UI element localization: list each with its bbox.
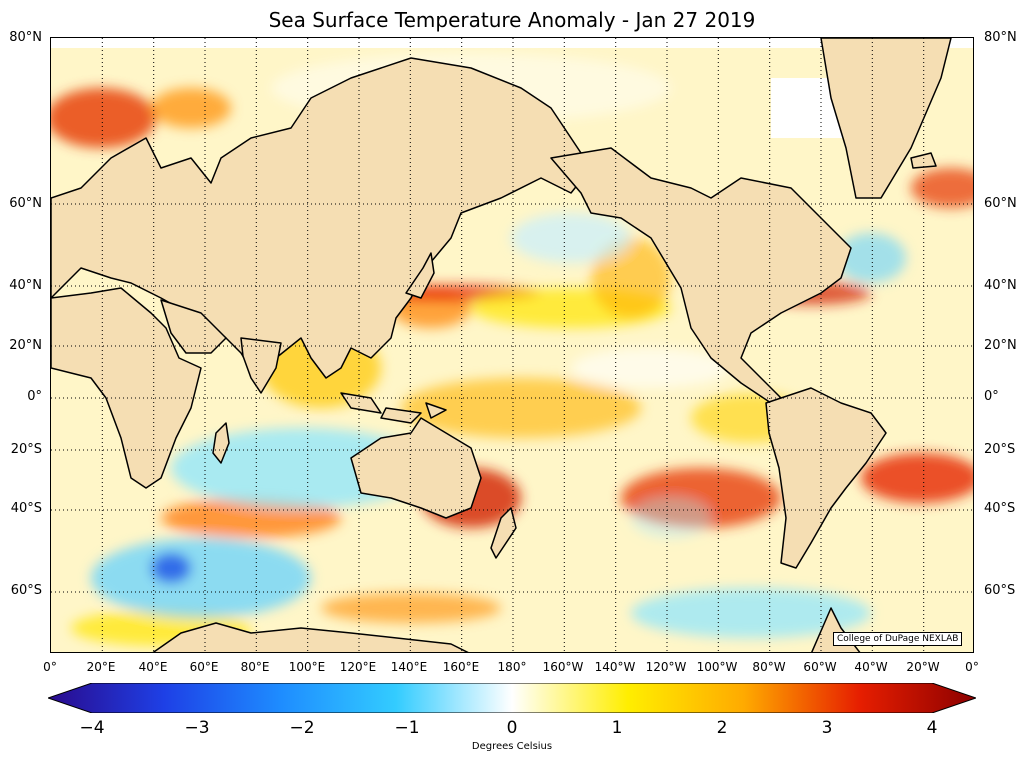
lat-label: 40°N (984, 278, 1017, 293)
lon-label: 180° (497, 660, 527, 674)
lon-label: 160°E (442, 660, 480, 674)
north-america-land (550, 147, 852, 404)
lat-label: 40°S (10, 501, 42, 516)
lon-label: 0° (43, 660, 57, 674)
colorbar-tick: 1 (611, 718, 623, 738)
lat-label: 60°N (984, 196, 1017, 211)
credit-label: College of DuPage NEXLAB (833, 632, 963, 646)
lat-label: 0° (984, 389, 999, 404)
lon-label: 100°E (288, 660, 326, 674)
madagascar-land (212, 422, 230, 464)
lon-label: 40°W (854, 660, 888, 674)
lon-label: 140°E (390, 660, 428, 674)
lon-label: 60°E (189, 660, 219, 674)
colorbar-tick: −1 (394, 718, 420, 738)
colorbar-tick: 4 (926, 718, 938, 738)
lat-label: 20°S (10, 442, 42, 457)
arctic-area (51, 38, 973, 48)
lon-label: 60°W (803, 660, 837, 674)
colorbar (48, 683, 976, 713)
colorbar-unit-label: Degrees Celsius (471, 741, 553, 752)
lat-label: 60°S (984, 583, 1016, 598)
lat-label: 20°N (9, 338, 42, 353)
lat-label: 20°N (984, 338, 1017, 353)
map-canvas (51, 38, 973, 652)
colorbar-gradient (48, 683, 976, 713)
lon-label: 20°W (906, 660, 940, 674)
lon-label: 40°E (138, 660, 168, 674)
lat-label: 80°N (9, 30, 42, 45)
africa-land (51, 287, 202, 489)
australia-land (350, 417, 482, 519)
lon-label: 100°W (696, 660, 738, 674)
indonesia-islands (340, 392, 447, 424)
lat-label: 20°S (984, 442, 1016, 457)
colorbar-tick: −4 (79, 718, 105, 738)
colorbar-tick: 0 (506, 718, 518, 738)
lat-label: 40°S (984, 501, 1016, 516)
lon-label: 20°E (86, 660, 116, 674)
lon-label: 140°W (594, 660, 636, 674)
greenland-land (820, 38, 952, 199)
lat-label: 80°N (984, 30, 1017, 45)
lon-label: 80°E (240, 660, 270, 674)
lat-label: 0° (27, 389, 42, 404)
lon-label: 80°W (752, 660, 786, 674)
colorbar-tick: 2 (716, 718, 728, 738)
new-zealand-land (490, 507, 517, 559)
lat-label: 40°N (9, 278, 42, 293)
lon-label: 160°W (542, 660, 584, 674)
antarctica-land (152, 607, 861, 652)
south-america-land (765, 387, 887, 569)
lat-label: 60°N (9, 196, 42, 211)
colorbar-tick: −2 (289, 718, 315, 738)
lon-label: 120°W (645, 660, 687, 674)
land-masses (51, 38, 952, 652)
lon-label: 0° (965, 660, 979, 674)
colorbar-tick: 3 (821, 718, 833, 738)
lon-label: 120°E (339, 660, 377, 674)
map-title: Sea Surface Temperature Anomaly - Jan 27… (268, 8, 756, 32)
sst-anomaly-map (50, 37, 974, 653)
iceland-land (910, 152, 937, 169)
arabia-land (160, 299, 227, 354)
graticule (51, 38, 973, 652)
japan-land (405, 252, 435, 299)
india-land (240, 337, 282, 394)
lat-label: 60°S (10, 583, 42, 598)
colorbar-tick: −3 (184, 718, 210, 738)
